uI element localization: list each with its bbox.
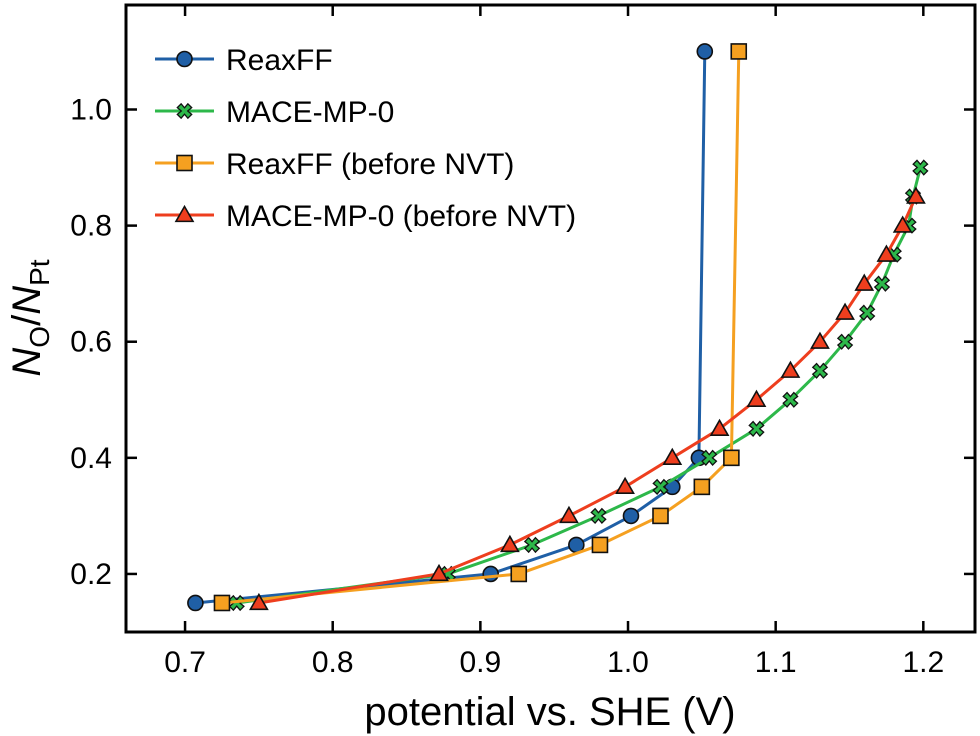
x-tick-label: 1.0: [607, 646, 649, 679]
series-mace-mp-0-before-nvt-: [249, 186, 926, 611]
data-point: [859, 304, 876, 321]
series-layer: [187, 43, 929, 612]
y-tick-label: 0.2: [70, 558, 112, 591]
data-point: [810, 331, 830, 349]
series-line: [258, 195, 918, 605]
legend-entry: ReaxFF: [155, 44, 333, 77]
data-point: [523, 536, 541, 554]
data-point: [873, 275, 891, 292]
y-axis-title-sub1: O: [24, 326, 55, 348]
legend-entry: ReaxFF (before NVT): [155, 148, 514, 181]
data-point: [746, 389, 767, 407]
y-axis-title: NO/NPt: [5, 259, 55, 376]
series-mace-mp-0: [228, 159, 929, 612]
data-point: [780, 360, 801, 378]
legend-label: ReaxFF: [226, 44, 333, 77]
x-tick-label: 0.8: [312, 646, 354, 679]
data-point: [723, 449, 740, 467]
legend-marker: [176, 102, 193, 120]
data-point: [876, 244, 897, 262]
data-point: [696, 43, 714, 60]
data-point: [693, 478, 711, 496]
x-tick-label: 0.7: [164, 646, 206, 679]
y-axis-title-slash: /: [5, 314, 49, 326]
x-axis-title: potential vs. SHE (V): [364, 690, 735, 734]
data-point: [652, 507, 669, 525]
legend-label: MACE-MP-0 (before NVT): [226, 200, 576, 233]
data-point: [748, 420, 765, 437]
data-point: [482, 565, 500, 583]
series-line: [236, 167, 922, 605]
legend-marker: [176, 154, 193, 172]
data-point: [187, 594, 204, 612]
data-point: [249, 592, 269, 611]
data-point: [709, 418, 730, 436]
data-point: [213, 594, 231, 612]
series-reaxff-before-nvt-: [213, 43, 748, 612]
data-point: [622, 507, 640, 525]
legend-label: MACE-MP-0: [226, 96, 394, 129]
data-point: [615, 476, 635, 495]
data-point: [510, 565, 528, 583]
legend-marker: [176, 50, 193, 68]
data-point: [811, 362, 829, 379]
legend-marker: [174, 204, 195, 223]
legend-label: ReaxFF (before NVT): [226, 148, 514, 181]
plot-frame: [124, 3, 977, 634]
data-point: [701, 449, 718, 466]
y-tick-label: 0.8: [70, 210, 112, 243]
data-point: [836, 333, 854, 350]
data-point: [730, 43, 748, 60]
y-axis-title-n1: N: [5, 348, 49, 377]
data-point: [662, 447, 683, 466]
data-point: [835, 302, 855, 320]
legend: ReaxFF MACE-MP-0 ReaxFF (before NVT) MACE-M…: [155, 44, 576, 233]
x-tick-label: 0.9: [460, 646, 502, 679]
data-point: [892, 215, 913, 233]
legend-entry: MACE-MP-0: [155, 96, 394, 129]
data-point: [590, 507, 607, 525]
data-point: [854, 273, 875, 291]
data-point: [906, 186, 926, 204]
x-tick-label: 1.1: [755, 646, 797, 679]
data-point: [559, 505, 579, 524]
x-tick-label: 1.2: [902, 646, 944, 679]
data-point: [912, 159, 929, 176]
y-axis-title-sub2: Pt: [24, 259, 55, 286]
y-tick-label: 1.0: [70, 94, 112, 127]
data-point: [500, 534, 520, 553]
legend-entry: MACE-MP-0 (before NVT): [155, 200, 576, 233]
data-point: [782, 391, 799, 408]
data-point: [429, 563, 449, 582]
data-point: [652, 478, 669, 496]
y-tick-label: 0.4: [70, 442, 112, 475]
y-axis-title-n2: N: [5, 286, 49, 315]
axis-ticks: 0.7 0.8 0.9 1.0 1.1 1.2 0.2 0.4 0.6 0.8 1.0: [70, 5, 975, 679]
y-tick-label: 0.6: [70, 326, 112, 359]
data-point: [591, 536, 609, 554]
